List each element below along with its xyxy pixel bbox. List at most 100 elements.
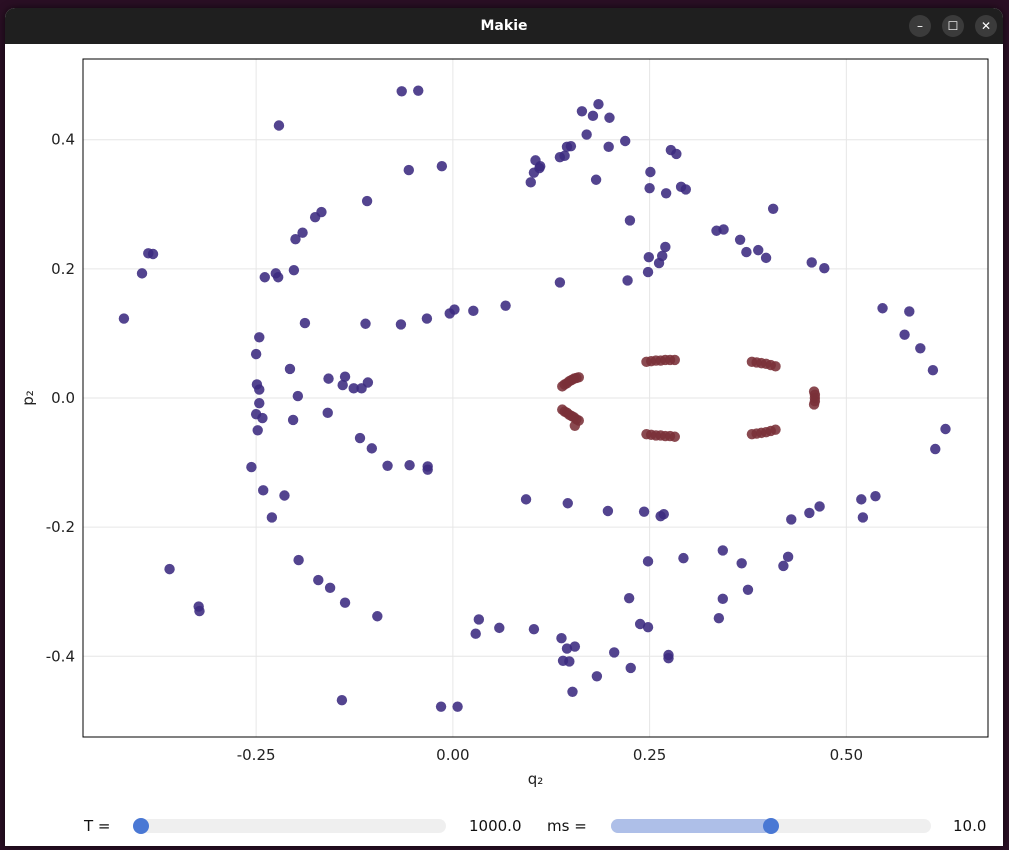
ms-slider-handle[interactable] — [763, 818, 779, 834]
scatter-point — [645, 166, 656, 178]
scatter-point — [660, 241, 671, 253]
scatter-point — [360, 318, 371, 329]
scatter-point — [118, 313, 130, 324]
scatter-point — [565, 140, 577, 152]
window-title: Makie — [480, 18, 528, 34]
scatter-point — [559, 150, 570, 162]
scatter-point — [782, 551, 794, 563]
scatter-point — [246, 461, 257, 473]
scatter-point — [382, 460, 393, 471]
scatter-point — [449, 304, 460, 315]
scatter-point — [593, 99, 604, 110]
scatter-point — [413, 85, 424, 96]
scatter-point — [734, 234, 746, 245]
scatter-point — [273, 120, 285, 131]
scatter-point — [422, 464, 433, 475]
scatter-chart[interactable]: -0.25 0.00 0.25 0.50 -0.4 -0.2 0.0 0.2 0.4 q₂ p… — [5, 44, 1003, 804]
t-slider-value: 1000.0 — [469, 817, 522, 835]
scatter-point — [642, 622, 654, 633]
scatter-point — [718, 224, 729, 235]
scatter-point — [760, 252, 772, 264]
app-window: Makie – ☐ ✕ -0.25 0.00 0.25 0.50 -0.4 -0.2 0.… — [5, 8, 1003, 846]
scatter-point — [194, 605, 205, 617]
scatter-point — [643, 252, 655, 263]
scatter-point — [468, 305, 479, 317]
scatter-point — [713, 612, 725, 624]
scatter-point — [292, 390, 304, 402]
scatter-point — [678, 552, 689, 564]
scatter-point — [590, 174, 602, 185]
scatter-point — [348, 383, 359, 394]
scatter-point — [297, 227, 308, 238]
x-axis-label: q₂ — [528, 770, 544, 788]
scatter-point — [259, 272, 270, 283]
scatter-point — [436, 160, 448, 172]
y-tick-label: -0.2 — [46, 518, 75, 536]
scatter-point — [470, 628, 481, 639]
scatter-point — [164, 563, 175, 575]
scatter-point — [642, 556, 654, 567]
scatter-point — [806, 257, 817, 268]
scatter-point — [362, 377, 374, 388]
scatter-point — [136, 268, 148, 279]
minimize-icon[interactable]: – — [909, 15, 931, 37]
scatter-point — [644, 182, 655, 194]
scatter-point — [634, 618, 646, 630]
scatter-point — [927, 365, 939, 376]
scatter-point — [624, 215, 636, 226]
scatter-point — [562, 498, 573, 509]
scatter-point — [669, 431, 680, 442]
t-slider-handle[interactable] — [133, 818, 149, 834]
maximize-icon[interactable]: ☐ — [942, 15, 964, 37]
scatter-point — [657, 250, 668, 262]
scatter-point — [556, 633, 567, 644]
scatter-point — [494, 622, 505, 634]
scatter-point — [778, 560, 789, 572]
title-bar[interactable]: Makie – ☐ ✕ — [5, 8, 1003, 44]
scatter-point — [904, 306, 915, 317]
scatter-point — [250, 348, 262, 360]
scatter-point — [623, 592, 635, 604]
scatter-point — [500, 300, 511, 311]
close-icon[interactable]: ✕ — [975, 15, 997, 37]
scatter-point — [452, 701, 463, 712]
scatter-point — [279, 490, 290, 501]
scatter-point — [254, 384, 265, 395]
x-tick-label: 0.50 — [830, 746, 863, 764]
scatter-point — [940, 423, 951, 435]
scatter-point — [421, 313, 433, 324]
plot-frame — [82, 58, 989, 738]
scatter-point — [272, 272, 284, 283]
scatter-point — [736, 558, 747, 569]
ms-slider[interactable] — [611, 818, 931, 834]
scatter-point — [284, 363, 296, 375]
ms-slider-label: ms = — [547, 817, 587, 835]
scatter-point — [742, 584, 754, 595]
t-slider[interactable] — [133, 818, 446, 834]
ms-slider-fill — [611, 819, 771, 833]
y-tick-label: 0.0 — [51, 389, 75, 407]
scatter-point — [602, 505, 614, 517]
scatter-point — [258, 485, 269, 496]
scatter-point — [804, 507, 815, 519]
scatter-point — [396, 86, 407, 97]
scatter-point — [528, 623, 540, 635]
scatter-point — [266, 512, 278, 523]
scatter-point — [257, 412, 268, 424]
scatter-point — [808, 399, 820, 410]
scatter-point — [254, 397, 265, 409]
scatter-point — [587, 110, 599, 122]
scatter-point — [930, 443, 941, 455]
scatter-point — [671, 148, 682, 160]
scatter-point — [435, 701, 447, 712]
scatter-point — [337, 379, 348, 391]
scatter-point — [567, 686, 578, 697]
scatter-point — [354, 432, 366, 444]
x-tick-label: 0.25 — [633, 746, 666, 764]
scatter-point — [404, 459, 415, 471]
scatter-point — [530, 155, 541, 166]
scatter-point — [322, 407, 333, 419]
scatter-point — [591, 671, 603, 682]
scatter-point — [658, 509, 669, 520]
scatter-point — [638, 506, 650, 517]
